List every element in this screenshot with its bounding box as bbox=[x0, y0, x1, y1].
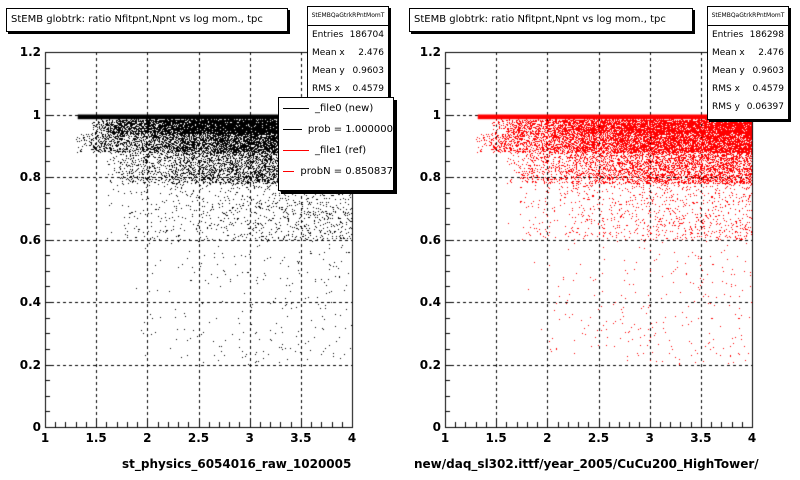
stats-label: Mean x bbox=[312, 48, 345, 58]
y-tick-label: 0.4 bbox=[19, 295, 41, 309]
y-tick-label: 0.2 bbox=[19, 357, 41, 372]
left-stats-row: Mean x 2.476 bbox=[308, 44, 388, 62]
stats-label: RMS x bbox=[312, 84, 340, 94]
stats-value: 0.9603 bbox=[352, 66, 385, 76]
y-tick-label: 0.6 bbox=[419, 232, 441, 247]
stats-label: Mean y bbox=[712, 66, 745, 76]
legend-box: _file0 (new) prob = 1.000000 _file1 (ref… bbox=[278, 97, 394, 191]
y-tick-label: 1 bbox=[32, 107, 41, 122]
right-stats-row: Entries 186298 bbox=[708, 26, 788, 44]
right-x-axis-title: new/daq_sl302.ittf/year_2005/CuCu200_Hig… bbox=[414, 457, 759, 471]
right-stats-row: Mean x 2.476 bbox=[708, 44, 788, 62]
right-stats-row: RMS y 0.06397 bbox=[708, 98, 788, 116]
legend-label: prob = 1.000000 bbox=[307, 124, 393, 135]
legend-swatch bbox=[283, 150, 309, 151]
x-tick-label: 1.5 bbox=[85, 431, 107, 445]
left-chart-title: StEMB globtrk: ratio Nfitpnt,Npnt vs log… bbox=[6, 8, 288, 32]
y-tick-label: 0.8 bbox=[19, 170, 41, 184]
y-tick-label: 0.6 bbox=[19, 232, 41, 247]
stats-value: 0.4579 bbox=[752, 84, 785, 94]
x-tick-label: 2 bbox=[543, 431, 552, 445]
y-tick-label: 1.2 bbox=[19, 45, 41, 59]
stats-value: 0.4579 bbox=[352, 84, 385, 94]
stats-value: 186298 bbox=[749, 30, 784, 40]
right-stats-row: Mean y 0.9603 bbox=[708, 62, 788, 80]
legend-label: _file0 (new) bbox=[315, 103, 374, 114]
stats-value: 2.476 bbox=[758, 48, 784, 58]
stats-label: Entries bbox=[712, 30, 744, 40]
stats-label: RMS y bbox=[712, 102, 740, 112]
right-stats-header: StEMBQaGtrkRPntMomT bbox=[708, 7, 788, 26]
stats-label: Entries bbox=[312, 30, 344, 40]
y-tick-label: 0.4 bbox=[419, 295, 441, 309]
right-chart-title: StEMB globtrk: ratio Nfitpnt,Npnt vs log… bbox=[409, 8, 693, 32]
x-tick-label: 4 bbox=[347, 431, 357, 445]
left-x-axis-title: st_physics_6054016_raw_1020005 bbox=[122, 457, 352, 471]
x-tick-label: 4 bbox=[747, 431, 757, 445]
legend-entry: _file1 (ref) bbox=[279, 140, 393, 161]
left-stats-box: StEMBQaGtrkRPntMomT Entries 186704 Mean … bbox=[307, 6, 389, 103]
stats-value: 0.9603 bbox=[752, 66, 785, 76]
x-tick-label: 3 bbox=[645, 431, 654, 445]
y-tick-label: 1 bbox=[432, 107, 441, 122]
right-stats-row: RMS x 0.4579 bbox=[708, 80, 788, 98]
x-tick-label: 1 bbox=[40, 431, 50, 445]
stats-label: Mean y bbox=[312, 66, 345, 76]
legend-label: _file1 (ref) bbox=[315, 145, 367, 156]
left-stats-row: RMS x 0.4579 bbox=[308, 80, 388, 98]
y-tick-label: 1.2 bbox=[419, 45, 441, 59]
stats-label: RMS x bbox=[712, 84, 740, 94]
legend-swatch bbox=[283, 108, 309, 109]
x-tick-label: 2.5 bbox=[587, 431, 610, 445]
legend-entry: probN = 0.850837 bbox=[279, 161, 393, 182]
x-tick-label: 2 bbox=[143, 431, 152, 445]
left-stats-header: StEMBQaGtrkRPntMomT bbox=[308, 7, 388, 26]
right-stats-box: StEMBQaGtrkRPntMomT Entries 186298 Mean … bbox=[707, 6, 789, 120]
x-tick-label: 3 bbox=[245, 431, 254, 445]
stats-label: Mean x bbox=[712, 48, 745, 58]
left-stats-row: Entries 186704 bbox=[308, 26, 388, 44]
legend-entry: prob = 1.000000 bbox=[279, 119, 393, 140]
x-tick-label: 3.5 bbox=[690, 431, 712, 445]
x-tick-label: 1.5 bbox=[485, 431, 507, 445]
legend-swatch bbox=[283, 129, 302, 130]
legend-label: probN = 0.850837 bbox=[300, 166, 393, 177]
x-tick-label: 1 bbox=[440, 431, 450, 445]
y-tick-label: 0 bbox=[432, 420, 441, 434]
x-tick-label: 3.5 bbox=[290, 431, 312, 445]
x-tick-label: 2.5 bbox=[187, 431, 210, 445]
y-tick-label: 0.8 bbox=[419, 170, 441, 184]
left-stats-row: Mean y 0.9603 bbox=[308, 62, 388, 80]
legend-swatch bbox=[283, 171, 295, 172]
stats-value: 0.06397 bbox=[746, 102, 784, 112]
stats-value: 186704 bbox=[349, 30, 384, 40]
y-tick-label: 0 bbox=[32, 420, 41, 434]
stats-value: 2.476 bbox=[358, 48, 384, 58]
y-tick-label: 0.2 bbox=[419, 357, 441, 372]
legend-entry: _file0 (new) bbox=[279, 98, 393, 119]
